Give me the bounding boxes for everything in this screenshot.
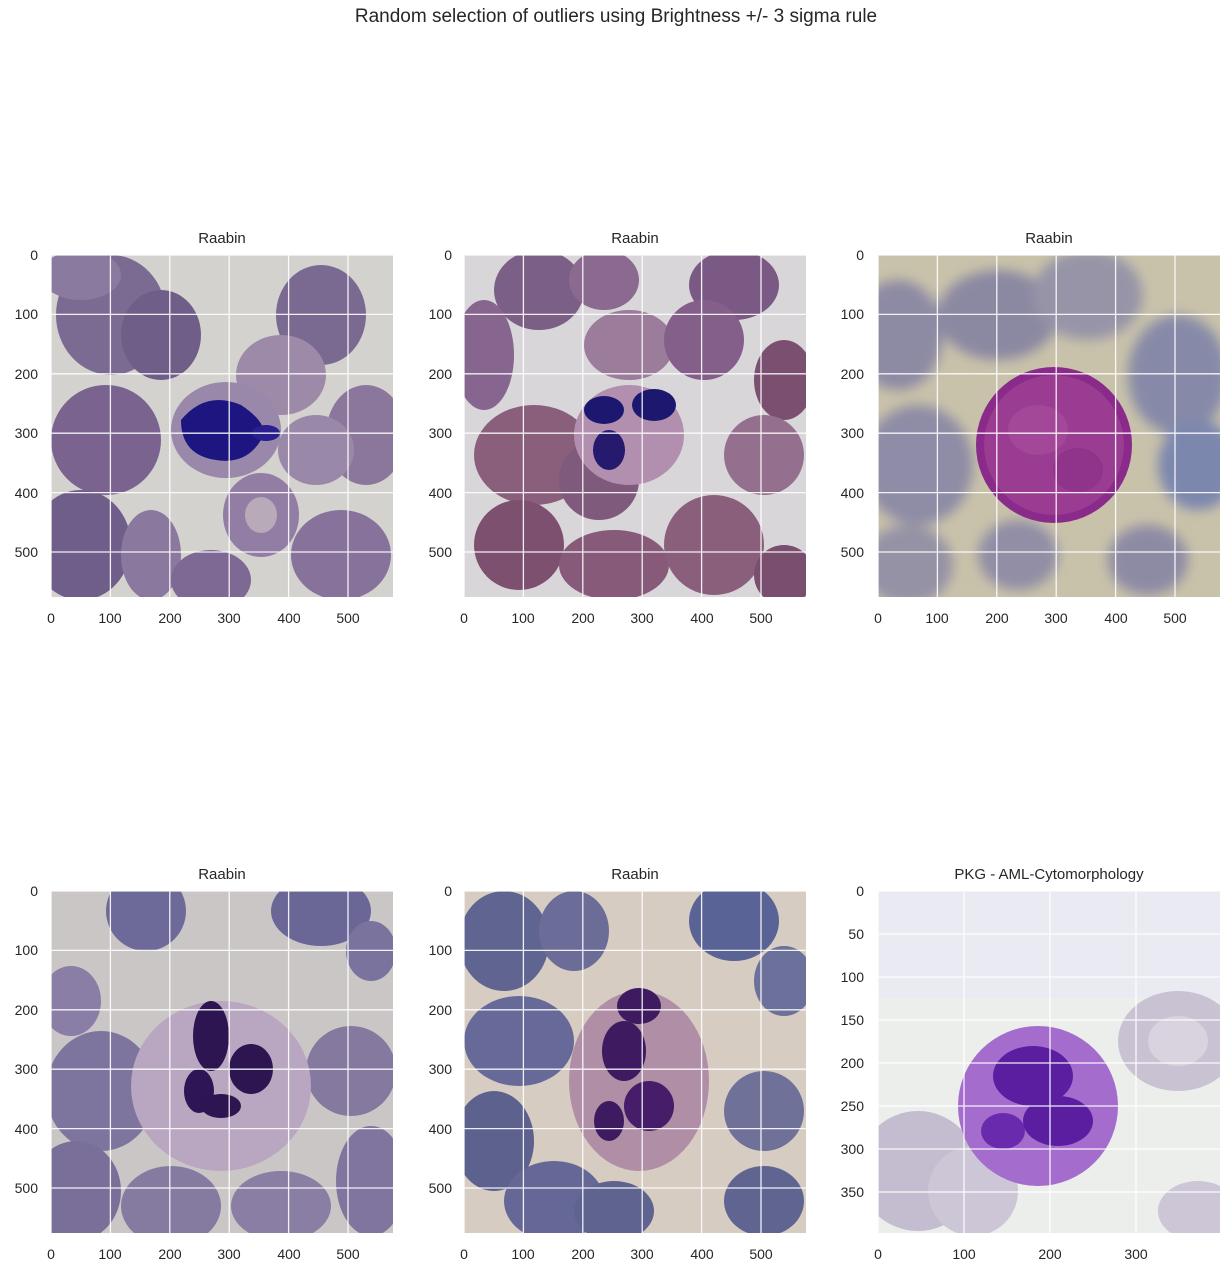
panel-6-title: PKG - AML-Cytomorphology	[954, 866, 1144, 883]
panel-4-ytick: 300	[14, 1061, 38, 1077]
panel-6-ytick: 150	[840, 1012, 864, 1028]
panel-2-xtick: 100	[511, 610, 535, 626]
panel-3-xtick: 300	[1044, 610, 1068, 626]
panel-5-image	[464, 891, 806, 1233]
panel-2-image	[464, 255, 806, 597]
panel-4-title: Raabin	[198, 866, 246, 883]
panel-6-xtick: 200	[1038, 1246, 1062, 1262]
panel-6-ytick: 350	[840, 1184, 864, 1200]
panel-3-ytick: 500	[840, 544, 864, 560]
panel-2-ytick: 300	[428, 425, 452, 441]
figure-suptitle: Random selection of outliers using Brigh…	[354, 6, 878, 27]
panel-1-image	[51, 255, 393, 597]
panel-6-xtick: 0	[874, 1246, 882, 1262]
panel-2-xtick: 0	[460, 610, 468, 626]
panel-5-xtick: 200	[571, 1246, 595, 1262]
panel-3-ytick: 400	[840, 485, 864, 501]
panel-5-ytick: 100	[428, 942, 452, 958]
panel-5-ytick: 300	[428, 1061, 452, 1077]
panel-3-ytick: 200	[840, 366, 864, 382]
panel-3-ytick: 0	[856, 247, 864, 263]
panel-5-ytick: 400	[428, 1121, 452, 1137]
panel-2-ytick: 100	[428, 306, 452, 322]
panel-2-ytick: 200	[428, 366, 452, 382]
panel-4-xtick: 300	[217, 1246, 241, 1262]
panel-3-xtick: 400	[1104, 610, 1128, 626]
panel-3-title: Raabin	[1025, 230, 1073, 247]
panel-2-xtick: 200	[571, 610, 595, 626]
panel-4-xtick: 200	[158, 1246, 182, 1262]
panel-1-ytick: 500	[14, 544, 38, 560]
panel-3-image	[878, 255, 1220, 597]
panel-6-ytick: 50	[848, 926, 864, 942]
panel-6-ytick: 250	[840, 1098, 864, 1114]
panel-4-ytick: 0	[30, 883, 38, 899]
panel-5-title: Raabin	[611, 866, 659, 883]
panel-3-xtick: 0	[874, 610, 882, 626]
panel-2-title: Raabin	[611, 230, 659, 247]
panel-1-xtick: 0	[47, 610, 55, 626]
panel-3-xtick: 500	[1163, 610, 1187, 626]
panel-1-ytick: 200	[14, 366, 38, 382]
panel-2-xtick: 400	[690, 610, 714, 626]
panel-3-ytick: 300	[840, 425, 864, 441]
panel-6-xtick: 300	[1124, 1246, 1148, 1262]
panel-1-xtick: 400	[277, 610, 301, 626]
panel-3-xtick: 200	[985, 610, 1009, 626]
panel-4-ytick: 500	[14, 1180, 38, 1196]
panel-6-ytick: 200	[840, 1055, 864, 1071]
panel-2-ytick: 0	[444, 247, 452, 263]
panel-3-xtick: 100	[925, 610, 949, 626]
panel-1-ytick: 300	[14, 425, 38, 441]
panel-5-xtick: 400	[690, 1246, 714, 1262]
panel-5-xtick: 300	[630, 1246, 654, 1262]
panel-1-xtick: 100	[98, 610, 122, 626]
panel-5-xtick: 500	[749, 1246, 773, 1262]
panel-1-xtick: 300	[217, 610, 241, 626]
panel-4-ytick: 100	[14, 942, 38, 958]
panel-1-ytick: 400	[14, 485, 38, 501]
panel-5-ytick: 500	[428, 1180, 452, 1196]
panel-1-ytick: 0	[30, 247, 38, 263]
panel-6-image	[878, 891, 1220, 1233]
panel-6-ytick: 300	[840, 1141, 864, 1157]
panel-1-ytick: 100	[14, 306, 38, 322]
panel-5-xtick: 100	[511, 1246, 535, 1262]
panel-6-xtick: 100	[952, 1246, 976, 1262]
panel-4-ytick: 400	[14, 1121, 38, 1137]
panel-2-xtick: 500	[749, 610, 773, 626]
panel-6-ytick: 100	[840, 969, 864, 985]
panel-4-image	[51, 891, 393, 1233]
panel-1-title: Raabin	[198, 230, 246, 247]
panel-4-ytick: 200	[14, 1002, 38, 1018]
panel-1-xtick: 500	[336, 610, 360, 626]
panel-4-xtick: 0	[47, 1246, 55, 1262]
panel-6-ytick: 0	[856, 883, 864, 899]
panel-5-ytick: 200	[428, 1002, 452, 1018]
panel-1-xtick: 200	[158, 610, 182, 626]
panel-5-ytick: 0	[444, 883, 452, 899]
panel-2-ytick: 500	[428, 544, 452, 560]
panel-3-ytick: 100	[840, 306, 864, 322]
panel-4-xtick: 500	[336, 1246, 360, 1262]
panel-4-xtick: 100	[98, 1246, 122, 1262]
panel-2-xtick: 300	[630, 610, 654, 626]
panel-5-xtick: 0	[460, 1246, 468, 1262]
panel-4-xtick: 400	[277, 1246, 301, 1262]
panel-2-ytick: 400	[428, 485, 452, 501]
